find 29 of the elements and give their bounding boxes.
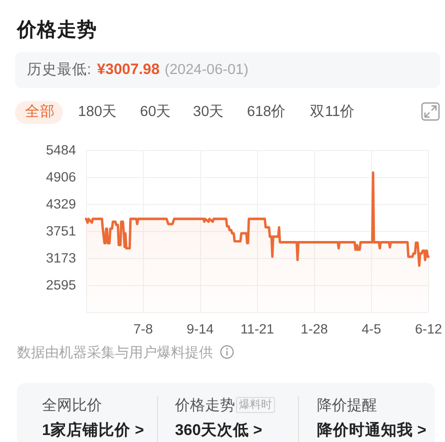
y-tick-label: 4329	[46, 196, 76, 212]
text: 618价	[247, 103, 286, 122]
text: 60天	[140, 103, 172, 122]
text: 数据由机器采集与用户爆料提供	[17, 344, 213, 360]
chart-subtitle: 历史最低:	[27, 62, 92, 78]
text: 1家店铺比价 >	[42, 421, 144, 441]
text: 价格走势	[175, 396, 235, 415]
chart-title: 价格走势	[17, 18, 97, 43]
text: 双11价	[310, 103, 356, 122]
y-tick-label: 4906	[46, 170, 76, 185]
y-tick-label: 3173	[46, 250, 76, 266]
x-tick-label: 9-14	[186, 322, 214, 336]
y-tick-label: 2595	[46, 277, 76, 292]
x-tick-label: 6-12	[414, 322, 442, 336]
text: 降价提醒	[317, 396, 377, 415]
text: 全网比价	[42, 396, 102, 415]
x-tick-label: 1-28	[300, 322, 328, 336]
y-tick-label: 5484	[46, 142, 76, 158]
text: 30天	[193, 103, 224, 122]
text: 360天次低 >	[175, 421, 262, 441]
text: ¥3007.98	[97, 61, 160, 78]
x-tick-label: 7-8	[133, 322, 153, 336]
x-tick-label: 4-5	[362, 322, 382, 336]
text: 180天	[78, 103, 118, 122]
text: 降价时通知我 >	[317, 421, 426, 441]
y-tick-label: 3751	[46, 223, 76, 238]
text: 全部	[25, 102, 55, 122]
x-tick-label: 11-21	[240, 322, 274, 336]
text: (2024-06-01)	[164, 62, 248, 78]
